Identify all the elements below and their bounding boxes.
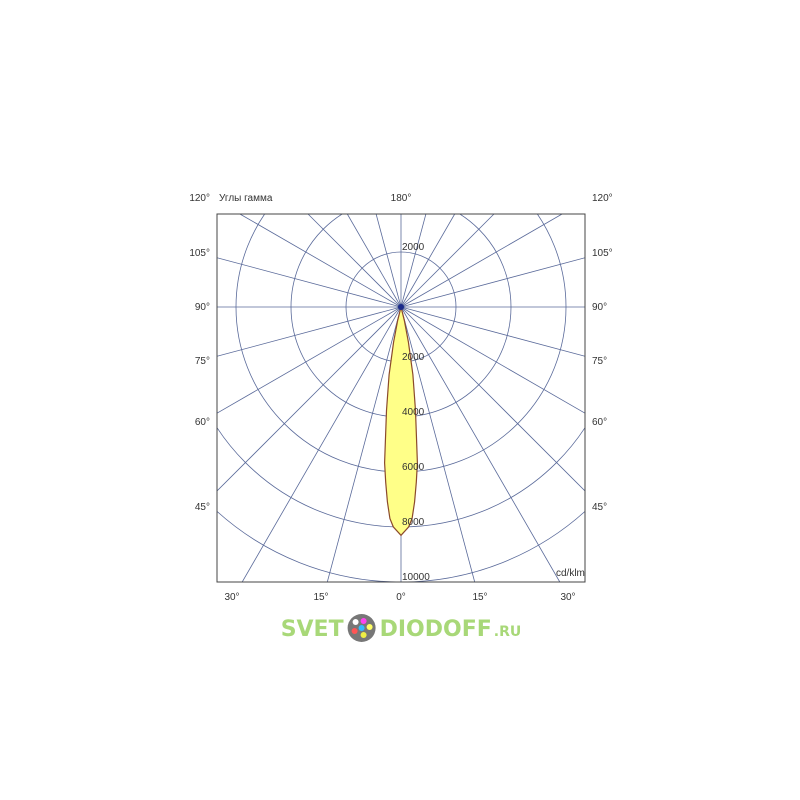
grid-spoke	[217, 257, 402, 308]
grid-spoke	[326, 306, 402, 582]
watermark-text-ru: .RU	[494, 624, 521, 640]
grid-spoke	[375, 214, 402, 308]
radial-tick-label: 10000	[402, 572, 430, 583]
grid-spoke	[400, 214, 456, 308]
grid-spoke	[400, 306, 585, 414]
angle-label-bottom: 15°	[313, 592, 328, 603]
beam-distribution	[383, 306, 419, 537]
angle-label-bottom: 30°	[224, 592, 239, 603]
radial-tick-label: 6000	[402, 462, 425, 473]
angle-label-bottom: 0°	[396, 592, 406, 603]
angle-axis-label: Углы гамма	[219, 193, 273, 204]
grid-spoke	[217, 306, 402, 357]
grid-spoke	[400, 214, 427, 308]
radial-tick-label-upper: 2000	[402, 242, 425, 253]
angle-label-right: 90°	[592, 302, 607, 313]
watermark-text-diodoff: DIODOFF	[380, 617, 492, 642]
grid-spoke	[400, 306, 585, 492]
angle-label-right: 60°	[592, 417, 607, 428]
angle-label-left: 105°	[189, 248, 210, 259]
grid-spoke	[217, 306, 402, 492]
radial-tick-label: 8000	[402, 517, 425, 528]
radial-tick-label: 2000	[402, 352, 425, 363]
angle-label-right: 75°	[592, 356, 607, 367]
angle-label-right: 45°	[592, 502, 607, 513]
angle-label-left: 45°	[195, 502, 210, 513]
grid-spoke	[400, 306, 561, 582]
grid-spoke	[400, 306, 585, 357]
grid-spoke	[239, 214, 402, 308]
grid-spoke	[400, 257, 585, 308]
angle-label-left: 120°	[189, 193, 210, 204]
grid-spoke	[400, 306, 476, 582]
angle-label-top: 180°	[391, 193, 412, 204]
unit-label: cd/klm	[556, 568, 585, 579]
angle-label-right: 105°	[592, 248, 613, 259]
grid-spoke	[346, 214, 402, 308]
angle-label-left: 60°	[195, 417, 210, 428]
angle-label-bottom: 30°	[560, 592, 575, 603]
center-point	[398, 304, 404, 310]
plot-frame	[216, 213, 586, 583]
angle-label-bottom: 15°	[472, 592, 487, 603]
watermark-logo: SVET DIODOFF .RU	[281, 614, 521, 642]
grid-spoke	[241, 306, 402, 582]
grid-spoke	[400, 214, 563, 308]
grid-spoke	[400, 214, 495, 308]
watermark-dots-icon	[347, 614, 376, 642]
watermark-text-svet: SVET	[281, 617, 344, 642]
grid-spoke	[217, 306, 402, 414]
angle-label-left: 90°	[195, 302, 210, 313]
angle-label-left: 75°	[195, 356, 210, 367]
angle-label-right: 120°	[592, 193, 613, 204]
radial-tick-label: 4000	[402, 407, 425, 418]
grid-spoke	[307, 214, 402, 308]
